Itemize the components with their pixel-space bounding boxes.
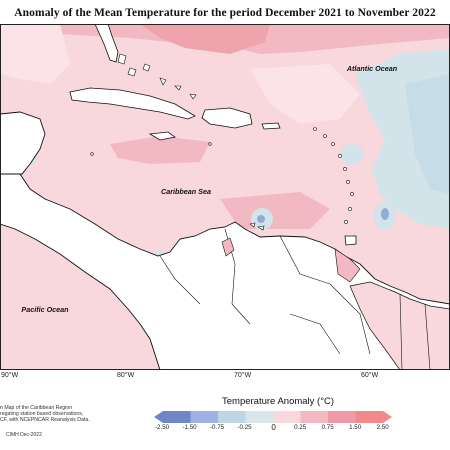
legend-swatch [355, 411, 392, 423]
legend-swatch [273, 411, 301, 423]
legend-tick-label: 1.50 [349, 424, 362, 431]
cool-anomaly-atlantic-core [405, 74, 450, 194]
cool-spot-abc-core [257, 215, 265, 223]
note-line-2: regating station based observations, [0, 411, 84, 417]
legend-swatch [154, 411, 191, 423]
cool-spot-leewards [340, 144, 364, 164]
land-venezuela-east-anomaly [334, 248, 361, 283]
lake-maracaibo [221, 237, 235, 257]
legend-swatch [328, 411, 356, 423]
label-atlantic-ocean: Atlantic Ocean [346, 64, 398, 73]
legend-tick-label: -0.75 [210, 424, 225, 431]
note-line-3: CF, with NCEPNCAR Reanalysis Data. [0, 417, 90, 423]
legend-title: Temperature Anomaly (°C) [222, 396, 335, 407]
land-yucatan [0, 111, 46, 175]
label-pacific-ocean: Pacific Ocean [21, 305, 69, 314]
legend-tick-label: -0.25 [237, 424, 252, 431]
land-puerto-rico [261, 122, 281, 130]
longitude-tick-60w: 60°W [361, 372, 379, 379]
legend-swatch [300, 411, 329, 423]
land-cuba [69, 87, 196, 120]
strong-warm-anomaly [140, 24, 270, 54]
temperature-anomaly-map: Atlantic Ocean Caribbean Sea Pacific Oce… [0, 24, 450, 370]
land-trinidad [344, 235, 357, 246]
warm-anomaly-south-caribbean [220, 192, 330, 229]
land-central-south-america [0, 173, 450, 370]
land-florida [94, 24, 119, 63]
legend-tick-label: -1.50 [182, 424, 197, 431]
land-guianas-anomaly [349, 281, 450, 370]
legend-tick-label: 0.75 [321, 424, 334, 431]
land-jamaica [148, 131, 176, 141]
land-hispaniola [201, 107, 253, 129]
legend-tick-label: 0.25 [294, 424, 307, 431]
land-borders [159, 228, 431, 370]
land-abc-islands [249, 222, 265, 231]
near-normal-atlantic [250, 64, 360, 124]
legend-swatch [190, 411, 219, 423]
credit: CIMH Dec-2022 [6, 432, 42, 438]
warm-anomaly-caribbean [110, 136, 210, 164]
legend-colorbar [154, 411, 392, 423]
label-caribbean-sea: Caribbean Sea [161, 187, 211, 196]
longitude-tick-70w: 70°W [234, 372, 252, 379]
land-lesser-antilles [313, 127, 354, 224]
legend-swatch [245, 411, 274, 423]
legend-tick-label: 0 [271, 423, 276, 432]
map-title: Anomaly of the Mean Temperature for the … [14, 7, 436, 19]
near-normal-gulf [0, 24, 70, 84]
legend-swatch [218, 411, 246, 423]
cool-spot-barbados-core [381, 208, 389, 220]
legend-tick-label: -2.50 [155, 424, 170, 431]
legend-tick-label: 2.50 [376, 424, 389, 431]
longitude-tick-90w: 90°W [1, 372, 19, 379]
longitude-tick-80w: 80°W [117, 372, 135, 379]
note-line-1: n Map of the Caribbean Region [0, 405, 73, 411]
land-bahamas [117, 53, 197, 100]
land-small-islands [90, 142, 212, 156]
